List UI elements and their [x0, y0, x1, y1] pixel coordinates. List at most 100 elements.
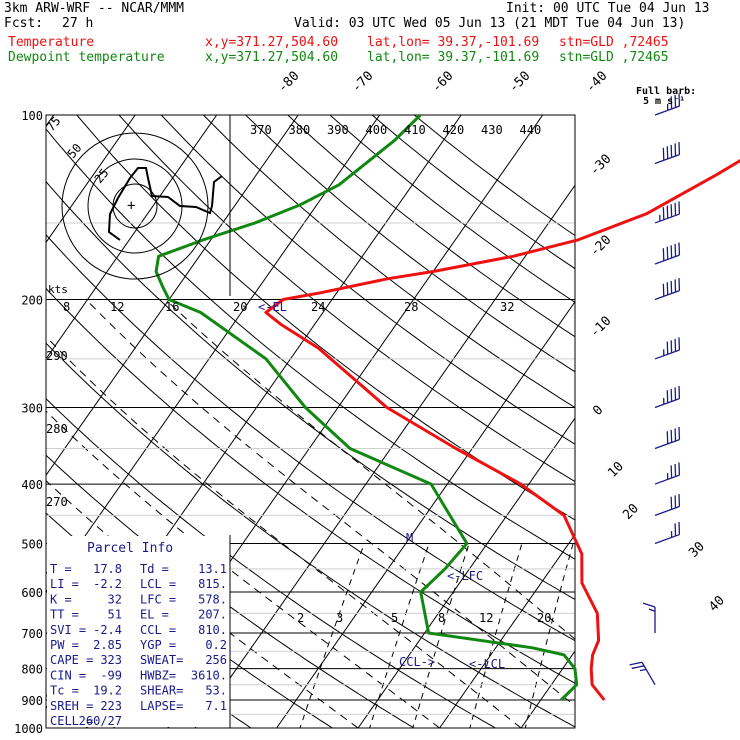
temperature-xy: x,y=371.27,504.60	[205, 35, 339, 50]
wind-barb	[654, 278, 681, 301]
extended-guide-line	[574, 690, 575, 691]
inset-scale-label: 16	[165, 300, 179, 314]
inset-scale-label: 32	[500, 300, 514, 314]
ccl-annotation: CCL->	[399, 655, 435, 669]
dewpoint-trace	[154, 113, 579, 702]
dry-adiabat-line	[76, 115, 575, 521]
theta-label: 290	[46, 349, 68, 363]
parcel-info-value: 810.	[198, 623, 227, 637]
isotherm-line	[46, 115, 381, 593]
wind-barb-staff	[654, 290, 680, 301]
el-annotation: <-EL	[258, 300, 287, 314]
hodograph-ring	[61, 132, 209, 280]
parcel-info-key: K =	[50, 592, 72, 606]
parcel-info-value: 53.	[205, 684, 227, 698]
wind-barb	[654, 201, 681, 224]
parcel-info-value: 19.2	[93, 684, 122, 698]
wind-barb-staff	[654, 505, 680, 517]
hodograph-center-icon: +	[127, 198, 135, 214]
theta-e-label: 420	[443, 123, 465, 137]
wind-barb	[654, 337, 681, 360]
isotherm-tick-label: -40	[583, 69, 610, 96]
wind-barb	[654, 93, 681, 116]
sounding-header: 3km ARW-WRF -- NCAR/MMM Init: 00 UTC Tue…	[0, 0, 740, 70]
dry-adiabat-line	[46, 180, 575, 600]
pressure-tick-label: 1000	[14, 722, 43, 736]
theta-label: 270	[46, 495, 68, 509]
wind-barb-staff	[654, 474, 680, 485]
parcel-info-value: 260/27	[79, 714, 122, 728]
parcel-info-value: 815.	[198, 577, 227, 591]
extended-guide-line	[574, 618, 575, 620]
pressure-tick-label: 300	[21, 401, 43, 415]
mixing-ratio-label: 2	[297, 611, 304, 625]
wind-barb-staff	[654, 439, 680, 450]
wind-barb-flag	[629, 661, 643, 666]
parcel-info-key: TT =	[50, 608, 79, 622]
mixing-ratio-line	[574, 726, 575, 728]
isotherm-line	[520, 650, 575, 728]
theta-label: 280	[46, 422, 68, 436]
parcel-info-key: LI =	[50, 577, 79, 591]
valid-time: Valid: 03 UTC Wed 05 Jun 13 (21 MDT Tue …	[294, 16, 686, 31]
dewpoint-legend: Dewpoint temperature	[8, 50, 165, 65]
parcel-info-value: 51	[108, 608, 122, 622]
isotherm-tick-label: 30	[686, 539, 708, 561]
wind-barb-flag	[642, 602, 656, 608]
inset-scale-label: 20	[233, 300, 247, 314]
isotherm-line	[684, 115, 740, 728]
isotherm-tick-label: 20	[620, 501, 642, 523]
parcel-info-value: 223	[100, 699, 122, 713]
forecast-hours: 27 h	[62, 16, 94, 31]
dry-adiabat-line	[413, 115, 575, 237]
wind-barb	[654, 521, 681, 545]
theta-e-label: 430	[481, 123, 503, 137]
isotherm-tick-label: -60	[429, 69, 456, 96]
pressure-tick-label: 600	[21, 586, 43, 600]
forecast-label: Fcst:	[4, 16, 44, 31]
pressure-tick-label: 100	[21, 109, 43, 123]
dry-adiabat-line	[46, 128, 575, 560]
isotherm-tick-label: -20	[587, 233, 614, 260]
theta-e-label: 400	[366, 123, 388, 137]
temperature-latlon: lat,lon= 39.37,-101.69	[367, 35, 540, 50]
theta-e-label: 440	[520, 123, 542, 137]
isotherm-tick-label: -80	[275, 69, 302, 96]
parcel-info-key: CAPE =	[50, 653, 93, 667]
barb-key-title: Full barb:	[636, 86, 696, 97]
mixing-ratio-line	[299, 543, 365, 728]
parcel-info-key: HWBZ=	[140, 668, 176, 682]
parcel-info-value: 0.2	[205, 638, 227, 652]
lfc-annotation: <-LFC	[447, 569, 483, 583]
wind-barb-staff	[654, 154, 680, 165]
inset-scale-label: 24	[311, 300, 325, 314]
dry-adiabat-line	[203, 115, 575, 409]
parcel-info-value: 17.8	[93, 562, 122, 576]
pressure-tick-label: 700	[21, 627, 43, 641]
parcel-info-key: CCL =	[140, 623, 176, 637]
wind-barb-flag	[639, 668, 647, 672]
wind-barb-staff	[654, 397, 680, 409]
theta-e-label: 410	[404, 123, 426, 137]
parcel-info-key: SWEAT=	[140, 653, 183, 667]
isotherm-tick-label: 10	[605, 459, 627, 481]
dry-adiabat-line	[371, 115, 575, 270]
wind-barb-staff	[654, 213, 680, 224]
temperature-trace	[264, 159, 740, 701]
wind-barb	[654, 385, 681, 409]
parcel-info-value: 2.85	[93, 638, 122, 652]
dry-adiabat-line	[245, 115, 575, 373]
temperature-station: stn=GLD ,72465	[559, 35, 669, 50]
barb-key-value: 5 m s⁻¹	[643, 96, 685, 107]
wind-barb-flag	[631, 665, 645, 670]
moist-adiabat-line	[46, 335, 522, 728]
isotherm-line	[276, 300, 575, 728]
model-name: 3km ARW-WRF -- NCAR/MMM	[4, 1, 185, 16]
lcl-annotation: <-LCL	[469, 657, 505, 671]
pressure-tick-label: 500	[21, 537, 43, 551]
parcel-info-value: 207.	[198, 608, 227, 622]
parcel-info-value: -2.2	[93, 577, 122, 591]
mixing-ratio-line	[469, 543, 523, 728]
mixing-ratio-label: 3	[336, 611, 343, 625]
isotherm-tick-label: -70	[349, 69, 376, 96]
